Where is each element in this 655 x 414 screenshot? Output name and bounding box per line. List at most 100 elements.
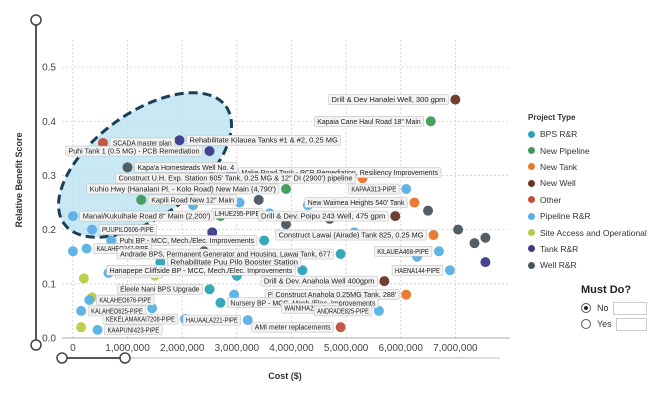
- data-point: [433, 246, 444, 257]
- range-sliders[interactable]: [30, 14, 500, 364]
- x-tick-label: 3,000,000: [215, 343, 260, 354]
- y-tick-label: 0.2: [42, 225, 56, 236]
- data-point: [155, 257, 166, 268]
- point-label: KILAUEA468-PIPE: [377, 249, 429, 256]
- data-point: [76, 305, 87, 316]
- radio-no[interactable]: [581, 303, 591, 313]
- data-point: [204, 284, 215, 295]
- point-label: Puhi Tank 1 (0.5 MG) - PCB Remediation: [68, 149, 199, 156]
- x-range-handle-max: [119, 352, 131, 364]
- radio-no-label: No: [597, 303, 609, 313]
- data-point: [335, 322, 346, 333]
- point-label: AMI meter replacements: [255, 325, 331, 332]
- data-point: [409, 197, 420, 208]
- point-labels: Drill & Dev Hanalei Well, 300 gpm Kapaia …: [65, 94, 449, 336]
- data-point: [78, 273, 89, 284]
- radio-no-box: [612, 301, 647, 315]
- point-label: ANDRADE825-PIPE: [317, 308, 369, 315]
- point-label-box: [373, 246, 433, 257]
- legend-item[interactable]: Site Access and Operational: [528, 224, 647, 240]
- data-point: [379, 276, 390, 287]
- legend-label: Pipeline R&R: [540, 211, 591, 222]
- x-tick-label: 0: [70, 343, 76, 354]
- point-label-box: [147, 194, 238, 206]
- data-point: [297, 265, 308, 276]
- data-point: [84, 295, 95, 306]
- legend-label: BPS R&R: [540, 129, 578, 140]
- point-label-box: [348, 183, 400, 195]
- data-point: [204, 146, 215, 157]
- legend: Project Type BPS R&R New Pipeline New Tank…: [528, 113, 647, 274]
- data-point: [335, 249, 346, 260]
- point-label-box: [314, 116, 425, 127]
- point-label: HAUAALA221-PIPE: [186, 318, 238, 325]
- point-label-box: [106, 265, 296, 276]
- point-label-box: [115, 172, 356, 184]
- data-point: [122, 162, 133, 173]
- radio-option-no[interactable]: No: [581, 300, 647, 316]
- legend-swatch: [528, 179, 535, 187]
- legend-swatch: [528, 212, 535, 220]
- point-label-box: [79, 210, 214, 222]
- legend-title: Project Type: [528, 113, 576, 122]
- point-label: Rehabilitate Puu Pilo Booster Station: [170, 260, 298, 267]
- point-label: Kuhio Hwy (Hanalani Pl. - Kolo Road) New…: [90, 187, 276, 194]
- x-axis-ticks: 0 1,000,000 2,000,000 3,000,000 4,000,000 5,0…: [70, 343, 478, 354]
- radio-yes[interactable]: [581, 319, 591, 329]
- legend-label: New Well: [540, 178, 576, 189]
- legend-item[interactable]: BPS R&R: [528, 126, 647, 142]
- legend-swatch: [528, 261, 535, 269]
- legend-item[interactable]: Well R&R: [528, 257, 647, 273]
- data-point: [401, 184, 412, 194]
- data-point: [373, 305, 384, 316]
- point-label: Kapa'a Homesteads Well No. 4: [138, 165, 235, 172]
- point-label-box: [313, 305, 373, 317]
- legend-item[interactable]: Tank R&R: [528, 241, 647, 257]
- point-label-box: [116, 235, 258, 246]
- legend-item[interactable]: New Tank: [528, 159, 647, 175]
- point-label-box: [98, 224, 158, 235]
- point-label: Puhi BP - MCC, Mech./Elec. Improvements: [120, 238, 255, 245]
- point-label-box: [251, 321, 334, 333]
- point-label: WAINIHA224-PIPE: [284, 306, 336, 313]
- point-label-box: [257, 210, 389, 222]
- x-range-handle-min: [56, 352, 68, 364]
- must-do-title: Must Do?: [581, 284, 632, 296]
- radio-option-yes[interactable]: Yes: [581, 316, 647, 332]
- x-tick-label: 7,000,000: [433, 343, 478, 354]
- data-point: [106, 235, 117, 246]
- point-label-box: [134, 162, 238, 173]
- radio-yes-box: [615, 317, 647, 331]
- legend-item[interactable]: New Well: [528, 175, 647, 191]
- data-point: [147, 303, 158, 314]
- legend-label: New Pipeline: [540, 145, 590, 156]
- data-point: [480, 257, 491, 268]
- data-point: [281, 219, 291, 230]
- legend-swatch: [528, 229, 535, 237]
- point-label: KEKELAMAKAI7208-PIPE: [106, 317, 175, 324]
- data-point: [401, 289, 412, 300]
- data-point: [428, 230, 439, 241]
- legend-swatch: [528, 245, 535, 253]
- point-label: HAENA144-PIPE: [395, 268, 440, 275]
- x-tick-label: 1,000,000: [105, 343, 150, 354]
- point-label: Construct Lawai (Airade) Tank 825, 0.25 …: [279, 233, 424, 240]
- x-axis-title: Cost ($): [268, 371, 302, 381]
- point-label: Drill & Dev. Poipu 243 Well, 475 gpm: [261, 214, 385, 221]
- legend-swatch: [528, 163, 535, 171]
- legend-item[interactable]: New Pipeline: [528, 142, 647, 158]
- legend-swatch: [528, 130, 535, 138]
- data-point: [174, 135, 185, 146]
- data-point: [253, 194, 264, 205]
- data-point: [423, 205, 434, 216]
- radio-yes-label: Yes: [597, 319, 612, 329]
- data-point: [229, 289, 240, 300]
- point-label: KALAHEO676-PIPE: [99, 298, 151, 305]
- data-point: [207, 227, 218, 238]
- legend-item[interactable]: Other: [528, 192, 647, 208]
- point-label: Andrade BPS, Permanent Generator and Hou…: [120, 252, 331, 259]
- data-point: [215, 297, 226, 308]
- point-label-box: [391, 265, 444, 276]
- data-point: [67, 246, 78, 257]
- legend-item[interactable]: Pipeline R&R: [528, 208, 647, 224]
